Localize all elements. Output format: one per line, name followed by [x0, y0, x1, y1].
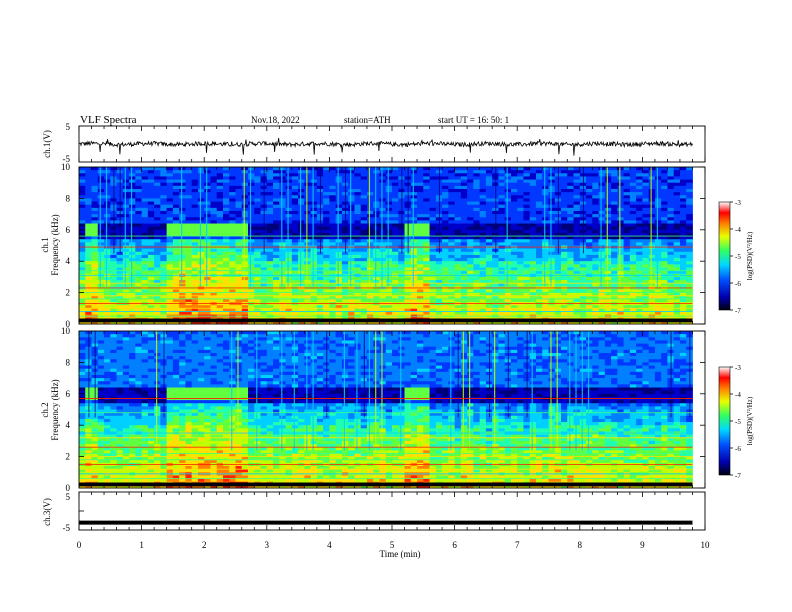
x-tick-label: 10 — [701, 540, 711, 550]
cb2-ticks-tick-label: -4 — [735, 391, 741, 399]
ch3-waveform-panel: 5 -5 ch.3(V) — [42, 491, 706, 533]
x-tick-label: 2 — [202, 540, 207, 550]
ch1-ytick-top: 5 — [66, 122, 71, 132]
spec1-ytick-label: 6 — [66, 225, 71, 235]
x-tick-label: 3 — [265, 540, 270, 550]
ch1-spectrogram-image — [79, 167, 693, 325]
cb2-ticks-tick-label: -6 — [735, 445, 741, 453]
date-label: Nov.18, 2022 — [251, 115, 300, 125]
cb1-ticks-tick-label: -7 — [735, 307, 741, 315]
x-tick-label: 5 — [390, 540, 395, 550]
spec1-ytick-label: 2 — [66, 288, 71, 298]
x-tick-label: 1 — [139, 540, 144, 550]
ch1-waveform-trace — [78, 137, 693, 156]
spec1-ytick-label: 10 — [61, 162, 71, 172]
spec1-ytick-label: 8 — [66, 193, 71, 203]
x-axis-tick-labels: 0 1 2 3 4 5 6 7 8 9 10 — [77, 540, 710, 550]
spec1-ytick-label: 0 — [66, 319, 71, 329]
ch1-colorbar: -3 -4 -5 -6 -7 log(PSD)(V²/Hz) — [718, 199, 754, 315]
x-axis-label: Time (min) — [380, 549, 421, 559]
spec1-ytick-label: 4 — [66, 256, 71, 266]
spec2-ytick-label: 10 — [61, 326, 71, 336]
ch1-ylabel: ch.1(V) — [42, 130, 52, 158]
start-time-label: start UT = 16: 50: 1 — [438, 115, 509, 125]
x-tick-label: 7 — [515, 540, 520, 550]
ch2-spec-ylabel-channel: ch.2 — [40, 402, 50, 417]
spec2-ytick-label: 0 — [66, 483, 71, 493]
ch2-spectrogram-panel: 0 2 4 6 8 10 ch.2 Frequency (kHz) — [40, 326, 706, 493]
cb1-ticks-tick-label: -5 — [735, 253, 741, 261]
x-tick-label: 4 — [327, 540, 332, 550]
spec2-ytick-label: 6 — [66, 389, 71, 399]
ch3-ytick-top: 5 — [66, 492, 71, 502]
ch1-waveform-panel: 5 -5 ch.1(V) — [42, 122, 706, 164]
ch2-spec-ylabel-frequency: Frequency (kHz) — [50, 379, 60, 440]
ch1-spec-ylabel-frequency: Frequency (kHz) — [50, 214, 60, 275]
x-tick-label: 8 — [578, 540, 583, 550]
spec2-ytick-label: 4 — [66, 420, 71, 430]
cb1-ticks-tick-label: -3 — [735, 199, 741, 207]
cb2-ticks-tick-label: -7 — [735, 472, 741, 480]
x-tick-label: 9 — [640, 540, 645, 550]
ch1-spectrogram-panel: 0 2 4 6 8 10 ch.1 Frequency (kHz) — [40, 162, 706, 329]
ch1-spec-ylabel-channel: ch.1 — [40, 237, 50, 252]
x-tick-label: 6 — [452, 540, 457, 550]
station-label: station=ATH — [344, 115, 391, 125]
spec2-ytick-label: 2 — [66, 452, 71, 462]
spec2-ytick-label: 8 — [66, 357, 71, 367]
ch2-colorbar: -3 -4 -5 -6 -7 log(PSD)(V²/Hz) — [718, 364, 754, 480]
cb1-ticks-tick-label: -6 — [735, 280, 741, 288]
ch3-ylabel: ch.3(V) — [42, 498, 52, 526]
cb1-ticks-tick-label: -4 — [735, 226, 741, 234]
figure-title: VLF Spectra — [80, 114, 137, 126]
ch1-ytick-bottom: -5 — [63, 154, 71, 164]
ch3-ytick-bottom: -5 — [63, 523, 71, 533]
ch2-spectrogram-image — [79, 331, 693, 489]
ch2-colorbar-label: log(PSD)(V²/Hz) — [746, 396, 754, 445]
x-tick-label: 0 — [77, 540, 82, 550]
cb2-ticks-tick-label: -5 — [735, 418, 741, 426]
cb2-ticks-tick-label: -3 — [735, 364, 741, 372]
ch1-colorbar-label: log(PSD)(V²/Hz) — [746, 231, 754, 280]
